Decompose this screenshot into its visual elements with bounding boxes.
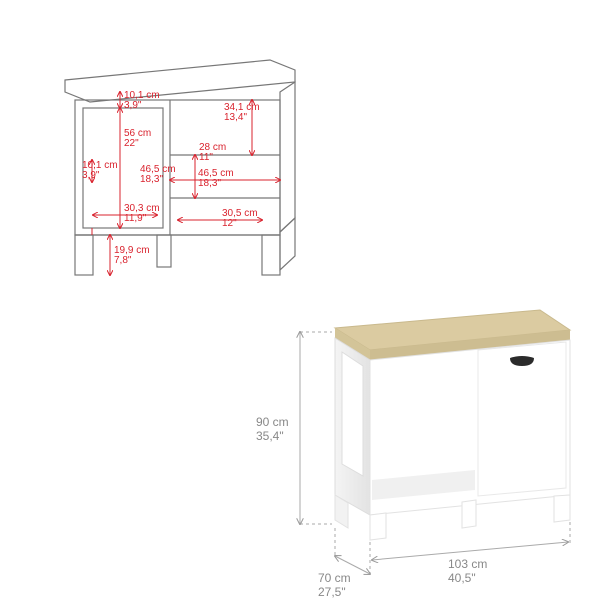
rendered-island: 90 cm 35,4" 70 cm 27,5" 103 cm 40,5" [210, 280, 590, 600]
dim-10-1a-in: 3,9" [124, 100, 142, 111]
dim-70-cm: 70 cm [318, 571, 351, 585]
dim-103-in: 40,5" [448, 571, 476, 585]
dim-56-in: 22" [124, 138, 139, 149]
dim-103-cm: 103 cm [448, 557, 487, 571]
dimension-wireframe: 10,1 cm 3,9" 56 cm 22" 10,1 cm 3,9" 19,9… [20, 10, 330, 320]
dim-90-in: 35,4" [256, 429, 284, 443]
dim-28-in: 11" [199, 152, 213, 163]
dim-30-3-in: 11,9" [124, 213, 147, 224]
dim-46-5a-in: 18,3" [140, 174, 163, 185]
dim-46-5b-in: 18,3" [198, 178, 221, 189]
dim-10-1b-in: 3,9" [82, 170, 100, 181]
dim-19-9-in: 7,8" [114, 255, 132, 266]
dim-90-cm: 90 cm [256, 415, 289, 429]
dim-70-in: 27,5" [318, 585, 346, 599]
dim-30-5-in: 12" [222, 218, 237, 229]
dim-34-1-in: 13,4" [224, 112, 247, 123]
